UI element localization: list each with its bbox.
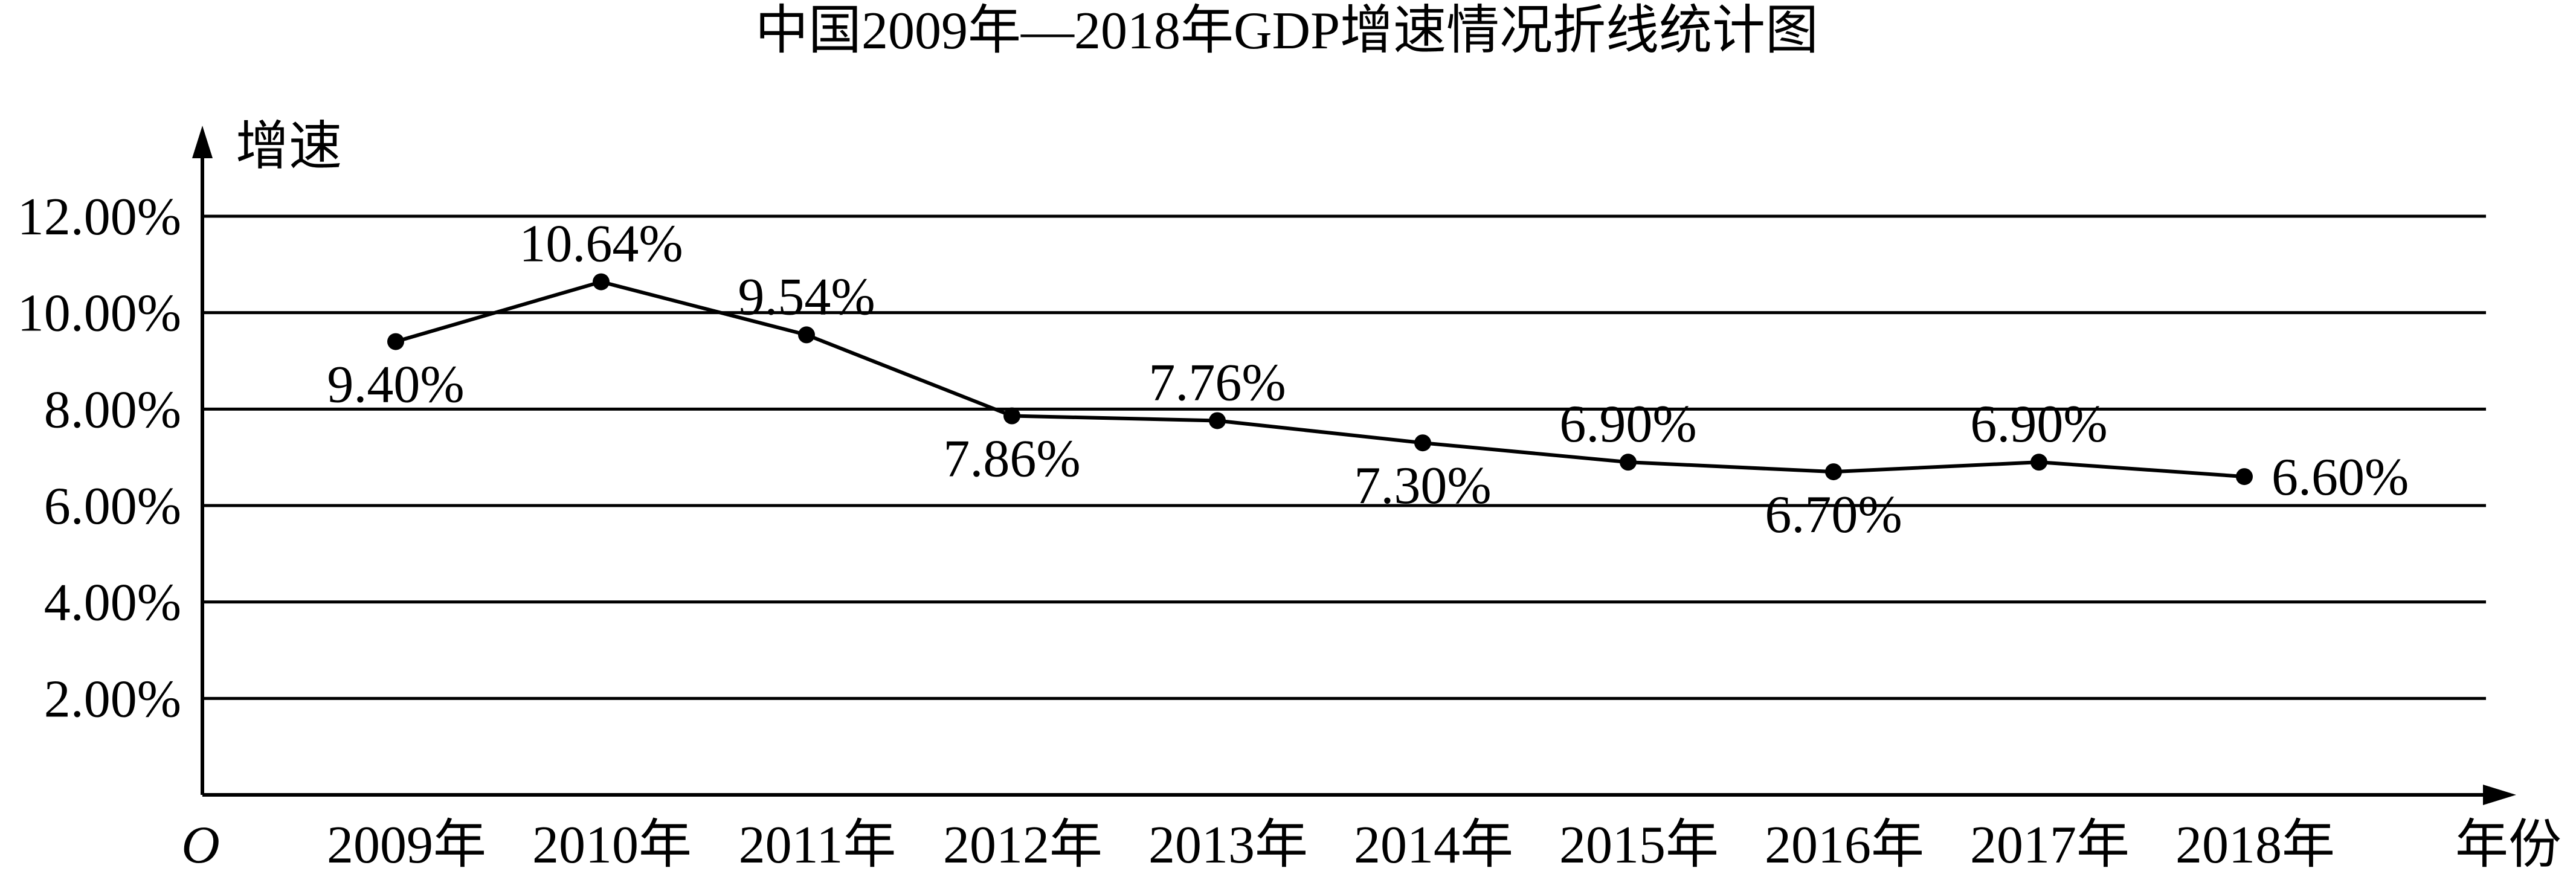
- data-point: [2236, 468, 2253, 486]
- data-label: 7.86%: [943, 430, 1080, 489]
- gridlines: [202, 214, 2486, 700]
- data-points: [387, 273, 2253, 486]
- x-tick-label: 2013年: [1148, 816, 1308, 875]
- data-point: [1620, 454, 1637, 471]
- x-tick-label: 2015年: [1559, 816, 1719, 875]
- x-tick-label: 2012年: [943, 816, 1103, 875]
- data-label: 9.54%: [738, 268, 875, 326]
- x-tick-label: 2009年: [327, 816, 486, 875]
- data-label: 7.30%: [1354, 457, 1491, 515]
- data-label: 9.40%: [327, 356, 464, 414]
- y-axis-label: 增速: [236, 118, 342, 176]
- data-point: [1209, 412, 1226, 429]
- y-tick-label: 10.00%: [18, 284, 181, 343]
- x-tick-label: 2014年: [1354, 816, 1513, 875]
- data-point: [387, 333, 404, 350]
- data-point: [2030, 454, 2047, 471]
- y-tick-label: 12.00%: [18, 188, 181, 246]
- axes: [192, 126, 2516, 805]
- origin-label: O: [181, 816, 220, 875]
- x-axis-label: 年份: [2455, 816, 2562, 875]
- x-tick-labels: 2009年 2010年 2011年 2012年 2013年 2014年 2015年 2016年…: [327, 816, 2335, 875]
- data-point: [798, 326, 815, 344]
- data-label: 7.76%: [1148, 353, 1286, 412]
- data-point: [1003, 407, 1020, 425]
- x-tick-label: 2017年: [1970, 816, 2130, 875]
- x-tick-label: 2011年: [739, 816, 897, 875]
- x-tick-label: 2018年: [2175, 816, 2335, 875]
- data-label: 10.64%: [519, 215, 683, 274]
- data-label: 6.90%: [1970, 395, 2107, 454]
- chart-title: 中国2009年—2018年GDP增速情况折线统计图: [755, 2, 1818, 60]
- x-tick-label: 2010年: [532, 816, 692, 875]
- series-line: [395, 280, 2245, 479]
- data-label: 6.60%: [2272, 448, 2409, 507]
- x-tick-label: 2016年: [1765, 816, 1924, 875]
- y-tick-label: 4.00%: [44, 574, 181, 632]
- series-line-group: [395, 280, 2245, 479]
- data-point: [1414, 434, 1431, 452]
- y-axis-arrow: [192, 126, 213, 158]
- data-point: [1825, 463, 1842, 481]
- data-label: 6.90%: [1559, 395, 1696, 454]
- x-axis-arrow: [2483, 785, 2516, 805]
- y-tick-label: 2.00%: [44, 670, 181, 728]
- y-tick-labels: 2.00% 4.00% 6.00% 8.00% 10.00% 12.00%: [18, 188, 181, 728]
- y-tick-label: 8.00%: [44, 381, 181, 439]
- data-labels: 9.40% 10.64% 9.54% 7.86% 7.76% 7.30% 6.90% 6.70…: [327, 215, 2409, 545]
- data-label: 6.70%: [1765, 486, 1902, 544]
- data-point: [593, 273, 610, 291]
- y-tick-label: 6.00%: [44, 477, 181, 536]
